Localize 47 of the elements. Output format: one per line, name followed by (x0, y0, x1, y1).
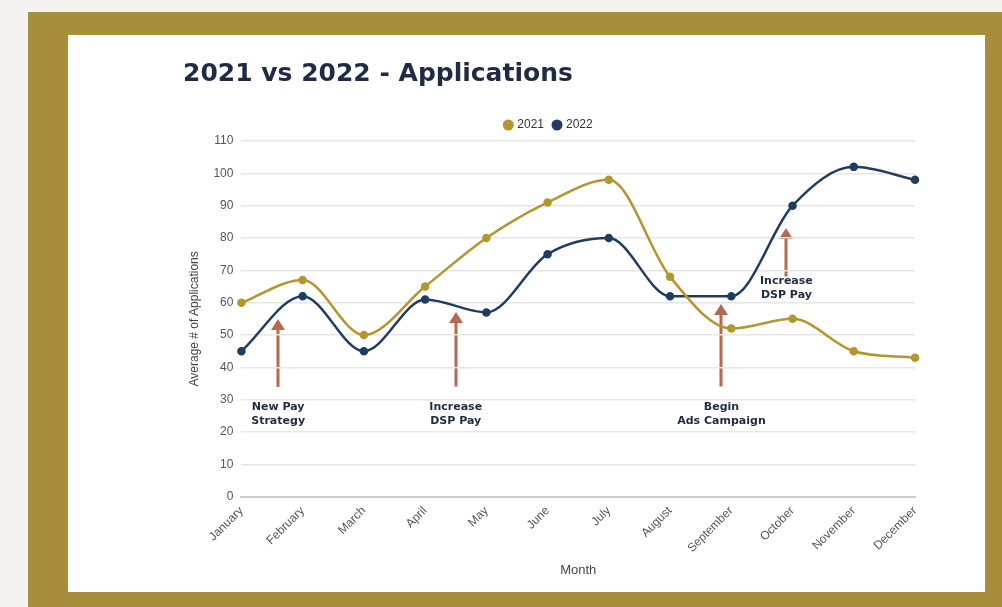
y-tick-label: 100 (213, 165, 234, 180)
point (543, 249, 552, 259)
y-tick-label: 40 (220, 359, 234, 374)
point (543, 198, 552, 207)
y-tick-label: 80 (220, 230, 234, 245)
point (727, 324, 736, 333)
x-tick-label: May (464, 503, 491, 530)
x-tick-label: July (588, 503, 614, 529)
annotation: Increase DSP Pay (429, 399, 483, 428)
point (604, 233, 614, 243)
point (849, 162, 859, 172)
legend-label: 2022 (566, 117, 594, 132)
y-tick-label: 110 (214, 133, 234, 148)
annotation: Increase DSP Pay (760, 273, 813, 302)
legend-label: 2021 (517, 117, 545, 132)
y-tick-label: 10 (220, 456, 234, 471)
y-tick-label: 20 (220, 424, 234, 439)
annotation: Begin Ads Campaign (677, 399, 766, 428)
annotation: New Pay Strategy (251, 399, 306, 428)
point (359, 346, 369, 356)
point (482, 233, 491, 243)
y-tick-label: 60 (220, 295, 234, 309)
point (665, 291, 675, 301)
point (727, 291, 736, 301)
point (298, 291, 307, 301)
point (604, 175, 614, 185)
point (359, 330, 369, 340)
y-tick-label: 0 (226, 489, 234, 504)
point (910, 353, 920, 362)
y-axis-title: Average # of Applications (186, 251, 201, 387)
point (910, 175, 920, 185)
point (237, 298, 246, 307)
point (237, 346, 246, 356)
y-tick-label: 90 (220, 197, 234, 212)
point (849, 346, 859, 356)
point (788, 314, 797, 324)
point (298, 275, 307, 285)
point (482, 308, 491, 317)
y-tick-label: 30 (220, 392, 234, 407)
x-axis-title: Month (560, 561, 597, 577)
point (665, 272, 675, 282)
y-tick-label: 70 (220, 262, 234, 277)
point (420, 282, 430, 291)
point (788, 201, 797, 210)
point (420, 295, 430, 304)
y-tick-label: 50 (220, 327, 234, 342)
chart-title: 2021 vs 2022 - Applications (183, 57, 573, 87)
